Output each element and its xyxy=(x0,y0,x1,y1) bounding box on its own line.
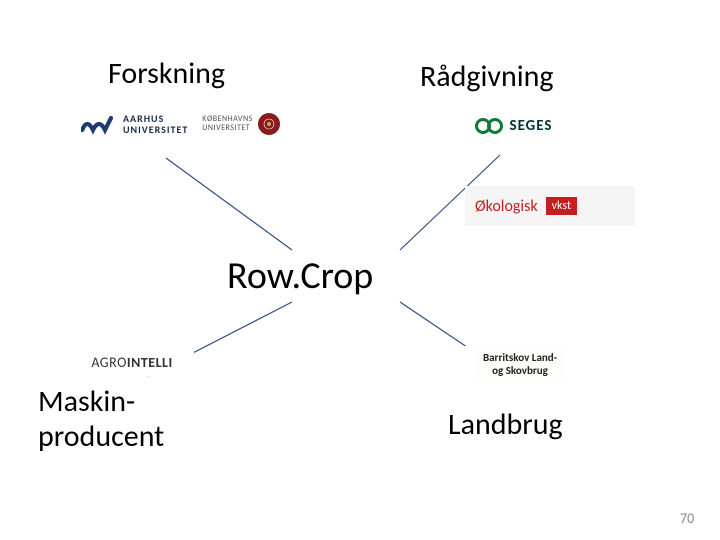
au-mark-icon xyxy=(81,112,117,136)
ku-seal-icon xyxy=(258,113,280,135)
logo-seges: SEGES xyxy=(452,108,576,144)
barritskov-line2: og Skovbrug xyxy=(483,364,557,377)
okologisk-text: Økologisk xyxy=(475,197,538,216)
seges-text: SEGES xyxy=(509,117,552,135)
logo-barritskov: Barritskov Land- og Skovbrug xyxy=(450,346,590,382)
heading-forskning: Forskning xyxy=(108,55,225,92)
aarhus-universitet-logo: AARHUS UNIVERSITET xyxy=(81,112,188,136)
logo-agrointelli: AGROINTELLI xyxy=(70,348,194,376)
ku-line2: UNIVERSITET xyxy=(202,124,253,133)
logo-aarhus-ku: AARHUS UNIVERSITET KØBENHAVNS UNIVERSITE… xyxy=(75,100,335,148)
seges-rings-icon xyxy=(475,118,503,134)
aarhus-line2: UNIVERSITET xyxy=(123,124,188,135)
heading-maskinproducent: Maskin- producent xyxy=(38,385,164,454)
agro-part2: INTELLI xyxy=(127,354,173,371)
line-tl xyxy=(166,158,292,250)
heading-landbrug: Landbrug xyxy=(448,406,563,443)
okologisk-badge: vkst xyxy=(546,197,577,215)
ku-logo: KØBENHAVNS UNIVERSITET xyxy=(202,113,280,135)
agro-part1: AGRO xyxy=(91,354,127,371)
page-number: 70 xyxy=(680,510,694,527)
center-label: Row.Crop xyxy=(227,253,373,299)
logo-okologisk: Økologisk vkst xyxy=(465,186,635,226)
heading-radgivning: Rådgivning xyxy=(420,58,554,95)
barritskov-line1: Barritskov Land- xyxy=(483,351,557,364)
